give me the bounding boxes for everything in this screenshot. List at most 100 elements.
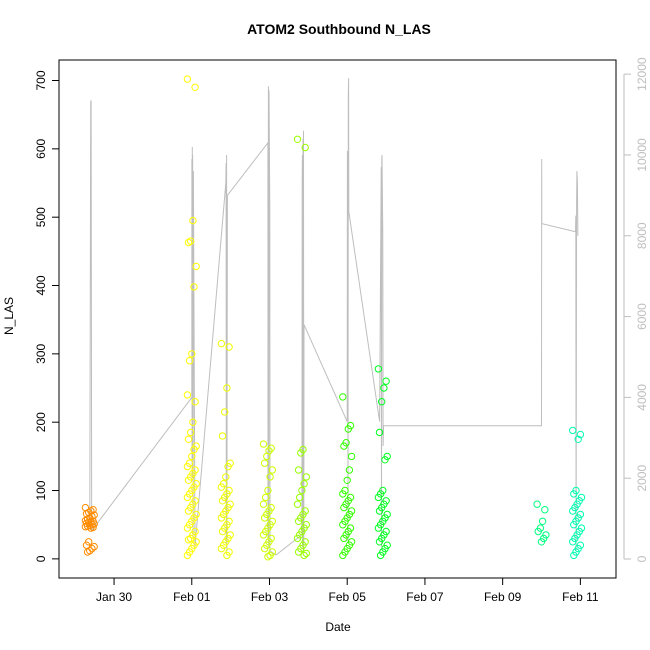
data-point [217,339,226,348]
y2-tick-label: 2000 [635,465,649,492]
data-point [183,524,192,532]
data-point [296,493,304,502]
data-point [345,466,354,474]
data-point [259,440,268,448]
data-point [260,459,269,467]
data-point [293,500,302,508]
y-tick-label: 400 [34,275,48,295]
data-point [263,452,271,461]
data-point [293,135,302,144]
data-point [184,536,193,544]
data-point [375,538,384,546]
data-point [376,551,385,560]
data-point [343,476,351,484]
data-point [293,534,302,543]
plot-frame [58,59,617,579]
x-tick-label: Feb 07 [406,590,444,604]
data-point [294,466,303,474]
data-point [541,506,549,514]
data-point [260,544,269,553]
x-tick-label: Feb 01 [173,590,211,604]
data-point [82,541,91,549]
data-point [259,500,268,508]
data-point [184,476,193,484]
data-point [187,237,195,245]
data-point [569,507,577,515]
data-point [382,377,390,385]
data-point [339,393,347,401]
y-tick-label: 100 [34,480,48,500]
data-point [192,262,200,271]
data-point [569,426,577,435]
data-point [576,430,585,439]
data-point [218,432,227,440]
y2-tick-label: 10000 [635,138,649,172]
data-point [264,486,272,495]
data-point [340,442,348,450]
y-tick-label: 200 [34,412,48,432]
data-point [266,551,274,560]
data-point [190,445,198,454]
y2-tick-label: 6000 [635,303,649,330]
data-point [570,551,578,560]
data-point [302,549,310,558]
data-point [183,551,192,560]
data-point [217,514,226,522]
x-tick-label: Feb 09 [484,590,522,604]
data-point [185,357,194,365]
data-point [187,428,195,437]
data-point [380,384,388,392]
data-point [223,551,231,560]
data-point [260,514,269,522]
data-point [294,548,303,556]
data-point [87,524,95,532]
data-point [570,521,578,529]
data-point [375,428,384,437]
y-tick-label: 0 [34,555,48,562]
data-point [537,538,546,546]
y-axis-label: N_LAS [2,297,16,335]
x-axis-label: Date [325,620,351,634]
x-tick-label: Feb 05 [329,590,367,604]
data-point [183,75,192,83]
chart-title: ATOM2 Southbound N_LAS [247,21,431,37]
data-point [190,283,198,291]
data-point [218,497,227,505]
data-point [340,503,348,512]
data-point [225,343,233,351]
y-tick-label: 300 [34,344,48,364]
y2-tick-label: 8000 [635,222,649,249]
data-point [224,462,232,471]
data-point [340,534,348,543]
data-point [183,391,192,399]
data-point [375,507,384,515]
data-point [90,542,98,551]
data-point [374,524,383,532]
data-point [534,527,542,536]
data-point [264,553,272,561]
data-point [569,538,577,546]
data-point [189,418,197,426]
y-tick-label: 700 [34,70,48,90]
data-point [300,551,308,560]
data-point [339,490,347,498]
data-point [83,548,92,556]
data-point [266,473,274,481]
y2-tick-label: 0 [635,555,649,562]
data-point [298,486,306,495]
data-point [81,523,90,531]
data-point [191,398,199,406]
data-point [297,449,305,457]
data-point [184,238,193,247]
data-point [570,490,578,498]
data-point [538,517,547,525]
data-point [344,425,352,433]
data-point [374,493,383,502]
axes-layer: Jan 30 Feb 01 Feb 03 Feb 05 Feb 07 Feb 09 Feb … [34,57,649,604]
data-point [259,531,268,539]
data-point [184,435,193,443]
data-point [533,500,541,508]
data-point [217,544,226,553]
